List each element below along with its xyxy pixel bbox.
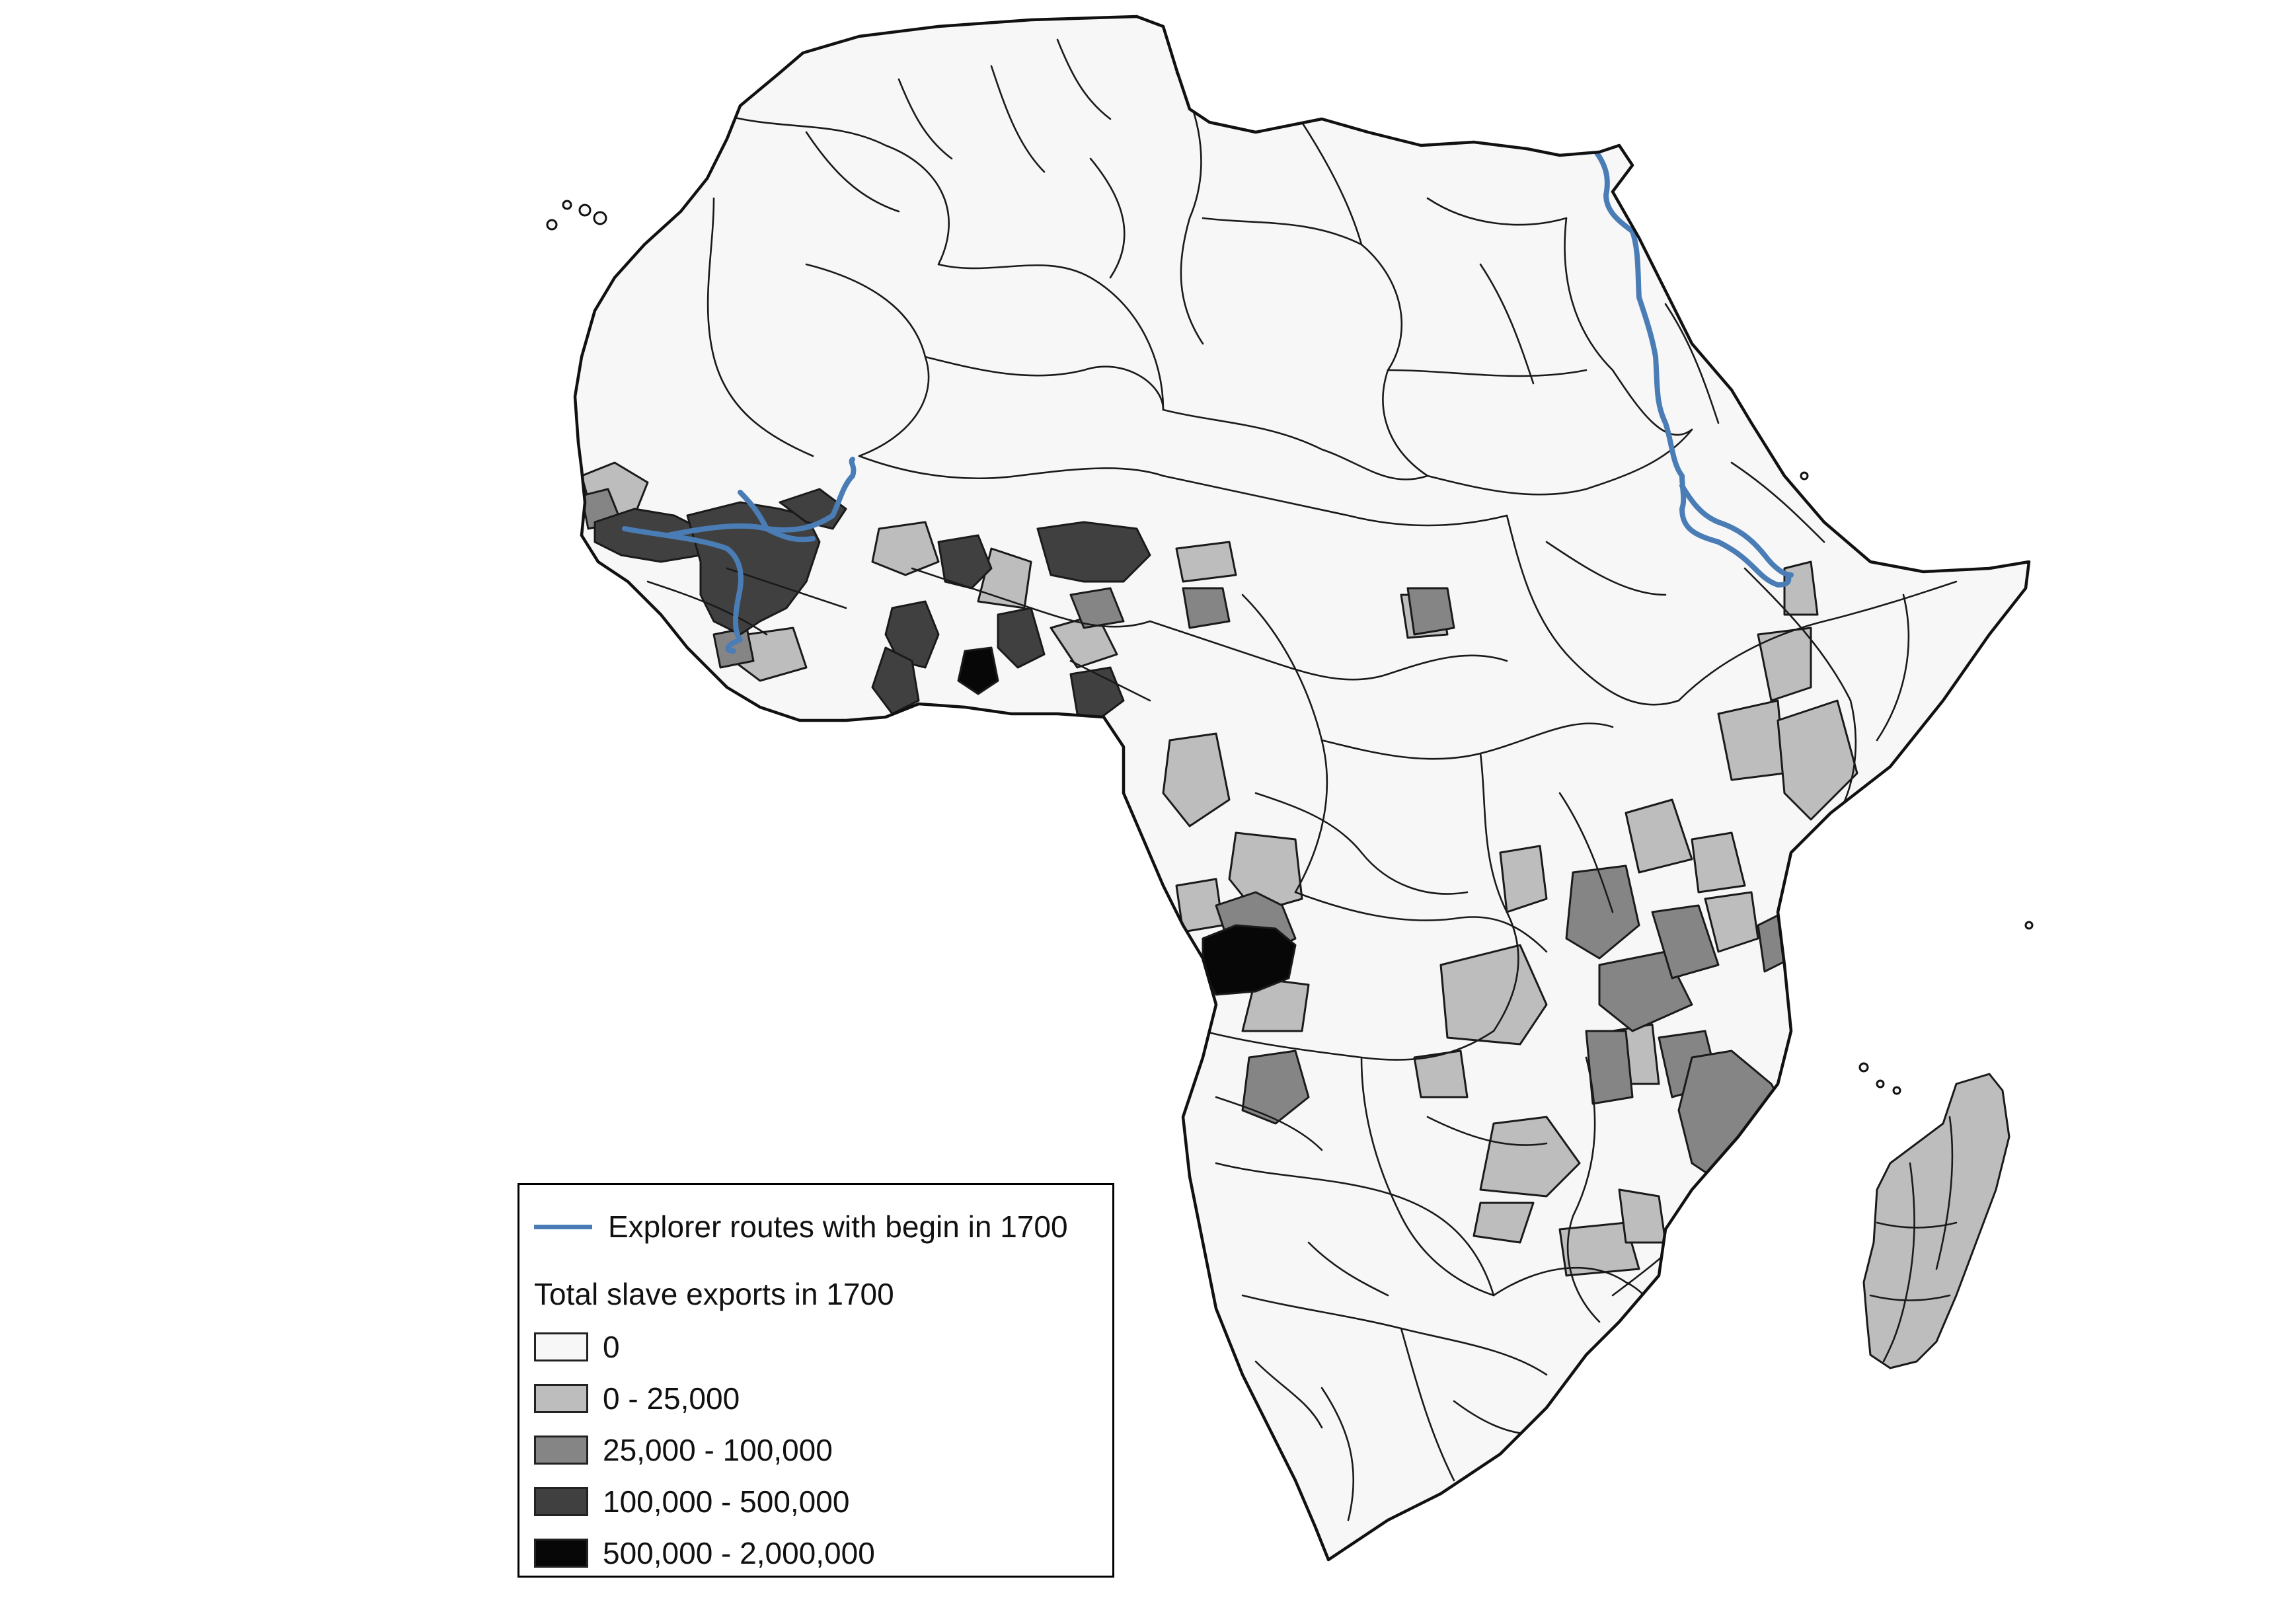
- legend-item: 0 - 25,000: [534, 1381, 740, 1416]
- legend-item: 0: [534, 1329, 620, 1365]
- small-islands: [546, 200, 2034, 1095]
- legend-item: 500,000 - 2,000,000: [534, 1535, 875, 1571]
- legend-item-label: 25,000 - 100,000: [603, 1433, 833, 1467]
- legend-swatch: [534, 1436, 588, 1465]
- legend-item-label: 0 - 25,000: [603, 1381, 740, 1416]
- legend: Explorer routes with begin in 1700 Total…: [517, 1183, 1114, 1578]
- route-west-africa-branch-1: [665, 457, 857, 538]
- route-west-africa-branch-2: [738, 490, 816, 543]
- explorer-routes: [622, 149, 1794, 654]
- legend-item-label: 100,000 - 500,000: [603, 1484, 850, 1519]
- legend-item: 25,000 - 100,000: [534, 1432, 833, 1468]
- route-nile-north: [1593, 149, 1792, 588]
- route-west-africa-main: [622, 526, 744, 654]
- legend-route-label: Explorer routes with begin in 1700: [608, 1209, 1068, 1244]
- legend-title: Total slave exports in 1700: [534, 1277, 894, 1311]
- legend-item-label: 500,000 - 2,000,000: [603, 1536, 875, 1570]
- africa-coastline: [573, 15, 2031, 1562]
- route-line-swatch: [534, 1224, 592, 1229]
- legend-swatch: [534, 1539, 588, 1568]
- legend-item-label: 0: [603, 1330, 620, 1364]
- legend-swatch: [534, 1384, 588, 1413]
- legend-swatch: [534, 1487, 588, 1516]
- ethnic-boundaries: [646, 38, 1958, 1521]
- regions-100000-500000: [593, 488, 1151, 722]
- legend-item: 100,000 - 500,000: [534, 1484, 849, 1519]
- legend-route-row: Explorer routes with begin in 1700: [534, 1209, 1068, 1244]
- legend-swatch: [534, 1332, 588, 1361]
- regions-25000-100000: [580, 488, 1799, 1191]
- madagascar: [1862, 1073, 2010, 1369]
- route-nile-branch: [1679, 483, 1794, 578]
